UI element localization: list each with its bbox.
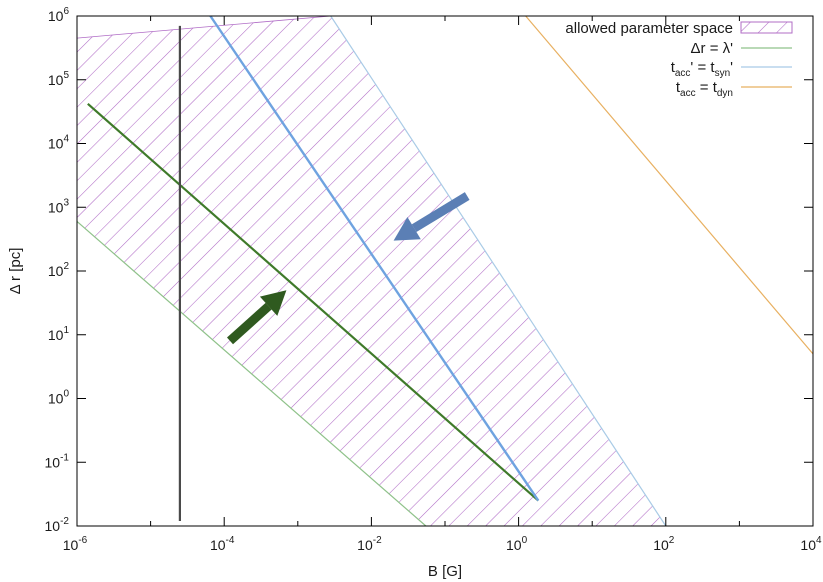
- tick-layer: 10-6 10-4 10-2 100 102 104 10-2 10-1 100 101 102 10…: [45, 6, 822, 553]
- legend-swatch-allowed: [740, 21, 793, 34]
- y-tick-label: 100: [48, 389, 70, 407]
- x-tick-label: 10-4: [210, 535, 235, 553]
- series-line-dyn: [525, 15, 814, 355]
- x-tick-label: 102: [653, 535, 675, 553]
- y-tick-label: 10-2: [45, 516, 70, 534]
- x-axis-label: B [G]: [428, 563, 462, 580]
- series-line-blue-dark: [209, 15, 540, 502]
- y-tick-label: 105: [48, 70, 70, 88]
- x-tick-label: 100: [506, 535, 528, 553]
- legend-label-dyn: tacc = tdyn: [676, 79, 733, 99]
- x-tick-label: 104: [800, 535, 822, 553]
- y-tick-label: 104: [48, 134, 70, 152]
- arrow-up-head: [259, 290, 287, 316]
- x-tick-label: 10-2: [357, 535, 382, 553]
- series-line-syn: [330, 15, 667, 527]
- series-line-lambda: [76, 220, 427, 527]
- y-tick-label: 101: [48, 325, 70, 343]
- series-layer: [76, 15, 814, 527]
- legend-label-allowed: allowed parameter space: [565, 20, 733, 37]
- x-tick-label: 10-6: [63, 535, 88, 553]
- allowed-region-layer: [77, 16, 666, 526]
- y-axis-label: Δ r [pc]: [7, 248, 24, 295]
- y-tick-label: 103: [48, 197, 70, 215]
- legend: allowed parameter space Δr = λ' tacc' = ts…: [565, 20, 793, 99]
- arrow-up-shaft: [226, 302, 272, 345]
- legend-label-lambda: Δr = λ': [691, 40, 734, 57]
- y-tick-label: 10-1: [45, 452, 70, 470]
- arrow-down-head: [393, 217, 421, 241]
- y-tick-label: 102: [48, 261, 70, 279]
- arrow-layer: [226, 192, 470, 345]
- arrow-down-shaft: [411, 192, 470, 233]
- series-line-upper: [76, 15, 331, 39]
- allowed-parameter-region: [77, 16, 666, 526]
- legend-label-syn: tacc' = tsyn': [671, 59, 733, 79]
- y-tick-label: 106: [48, 6, 70, 24]
- series-line-green-dark: [87, 102, 540, 502]
